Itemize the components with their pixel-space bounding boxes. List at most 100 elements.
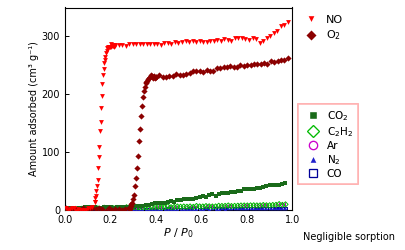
Point	[253, 206, 260, 210]
Point	[107, 205, 113, 209]
Point	[69, 208, 75, 212]
Point	[164, 207, 171, 211]
Point	[69, 206, 75, 210]
Point	[213, 66, 220, 70]
Point	[142, 208, 149, 212]
Point	[79, 206, 85, 210]
Point	[240, 206, 247, 210]
Point	[221, 206, 228, 210]
Point	[233, 65, 240, 69]
Point	[264, 62, 270, 66]
Point	[145, 203, 151, 207]
Point	[228, 207, 234, 211]
Point	[85, 207, 92, 211]
Point	[161, 205, 168, 209]
Point	[231, 190, 237, 194]
Point	[79, 208, 85, 212]
Point	[98, 208, 104, 212]
Point	[202, 206, 209, 210]
Point	[203, 40, 209, 44]
Point	[94, 184, 100, 188]
Point	[147, 74, 154, 78]
Point	[129, 208, 136, 212]
Point	[132, 204, 139, 208]
Point	[199, 206, 206, 210]
Legend: CO$_2$, C$_2$H$_2$, Ar, N$_2$, CO: CO$_2$, C$_2$H$_2$, Ar, N$_2$, CO	[297, 104, 357, 184]
Point	[168, 42, 174, 46]
Point	[196, 204, 202, 208]
Point	[139, 95, 146, 99]
Point	[148, 207, 155, 211]
Point	[123, 205, 130, 209]
Point	[123, 206, 130, 210]
Point	[209, 206, 215, 210]
Point	[262, 203, 269, 207]
Point	[120, 207, 126, 211]
Point	[135, 139, 142, 143]
Point	[125, 206, 132, 210]
Point	[63, 208, 69, 212]
Point	[182, 39, 188, 43]
Point	[177, 198, 183, 202]
Point	[183, 205, 190, 209]
Point	[205, 206, 212, 210]
Point	[63, 208, 69, 212]
Point	[189, 38, 195, 42]
Point	[112, 207, 118, 211]
Point	[104, 206, 111, 210]
Point	[96, 206, 102, 210]
Point	[256, 41, 262, 45]
Point	[247, 203, 253, 207]
Point	[247, 203, 253, 207]
Point	[104, 205, 111, 209]
Point	[266, 34, 273, 38]
Y-axis label: Amount adsorbed (cm³ g⁻¹): Amount adsorbed (cm³ g⁻¹)	[29, 41, 39, 176]
Point	[281, 206, 288, 210]
Point	[143, 42, 149, 46]
Point	[85, 207, 92, 211]
Point	[111, 43, 118, 47]
Point	[93, 189, 99, 193]
Point	[275, 206, 282, 210]
Point	[91, 206, 98, 210]
Point	[151, 201, 158, 205]
Point	[231, 36, 238, 40]
Point	[234, 204, 241, 208]
Point	[249, 36, 255, 40]
X-axis label: $P$ / $P_0$: $P$ / $P_0$	[163, 226, 194, 240]
Point	[66, 208, 72, 212]
Point	[151, 208, 158, 212]
Point	[107, 207, 113, 211]
Point	[224, 191, 231, 195]
Point	[104, 46, 110, 50]
Point	[104, 208, 111, 212]
Point	[177, 208, 183, 212]
Point	[148, 202, 155, 206]
Point	[199, 204, 206, 208]
Point	[101, 61, 107, 65]
Point	[98, 207, 104, 211]
Point	[202, 207, 209, 211]
Point	[155, 207, 161, 211]
Point	[128, 202, 134, 206]
Point	[278, 203, 285, 207]
Point	[109, 208, 115, 212]
Point	[136, 205, 142, 209]
Point	[192, 40, 199, 44]
Point	[231, 204, 237, 208]
Point	[158, 205, 164, 209]
Point	[247, 63, 253, 67]
Point	[269, 207, 275, 211]
Point	[174, 205, 180, 209]
Point	[270, 31, 276, 35]
Point	[247, 187, 253, 191]
Point	[221, 191, 228, 195]
Point	[164, 205, 171, 209]
Point	[220, 65, 226, 69]
Point	[199, 40, 206, 44]
Point	[205, 204, 212, 208]
Point	[212, 194, 218, 198]
Point	[152, 76, 159, 80]
Point	[105, 46, 111, 50]
Point	[136, 208, 142, 212]
